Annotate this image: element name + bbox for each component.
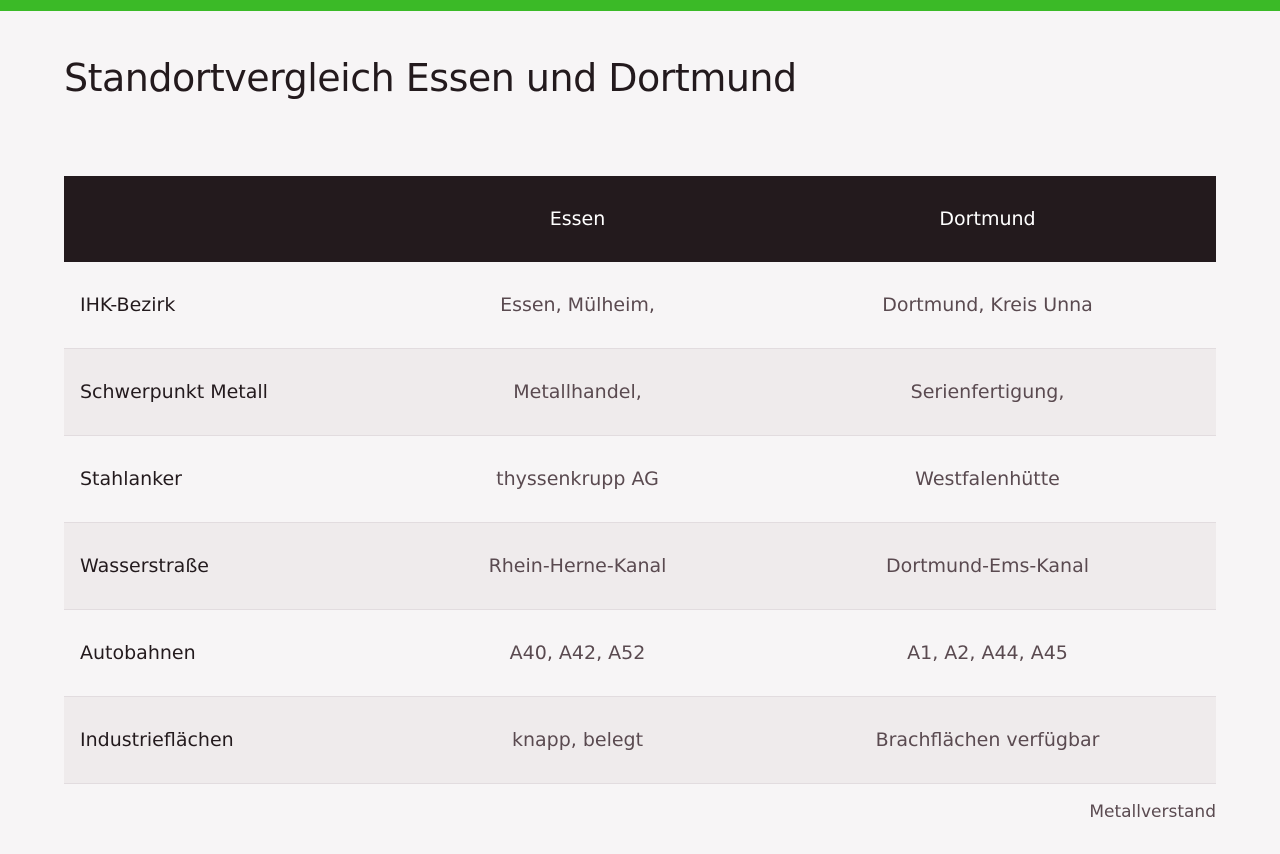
corner-cell (64, 176, 396, 262)
row-label: Schwerpunkt Metall (64, 348, 396, 436)
column-header: Essen (396, 176, 760, 262)
table-row: IHK-Bezirk Essen, Mülheim, Dortmund, Kreis… (64, 262, 1216, 349)
cell: Brachflächen verfügbar (759, 696, 1216, 784)
source: Metallverstand (1089, 802, 1216, 822)
table-row: Industrieflächen knapp, belegt Brachfläche… (64, 696, 1216, 784)
row-label: Autobahnen (64, 609, 396, 697)
table-row: Wasserstraße Rhein-Herne-Kanal Dortmund-Em… (64, 522, 1216, 610)
table-row: Autobahnen A40, A42, A52 A1, A2, A44, A45 (64, 609, 1216, 697)
cell: Serienfertigung, (759, 348, 1216, 436)
title: Standortvergleich Essen und Dortmund (64, 56, 797, 100)
column-header: Dortmund (759, 176, 1216, 262)
cell: thyssenkrupp AG (396, 435, 760, 523)
cell: Westfalenhütte (759, 435, 1216, 523)
comparison-table: Essen Dortmund IHK-Bezirk Essen, Mülheim, D… (64, 176, 1216, 784)
cell: A40, A42, A52 (396, 609, 760, 697)
table-row: Schwerpunkt Metall Metallhandel, Serienfer… (64, 348, 1216, 436)
cell: knapp, belegt (396, 696, 760, 784)
cell: Metallhandel, (396, 348, 760, 436)
row-label: Industrieflächen (64, 696, 396, 784)
row-label: IHK-Bezirk (64, 262, 396, 349)
cell: Dortmund, Kreis Unna (759, 262, 1216, 349)
cell: Essen, Mülheim, (396, 262, 760, 349)
table-row: Stahlanker thyssenkrupp AG Westfalenhütte (64, 435, 1216, 523)
row-label: Wasserstraße (64, 522, 396, 610)
cell: Dortmund-Ems-Kanal (759, 522, 1216, 610)
cell: A1, A2, A44, A45 (759, 609, 1216, 697)
row-label: Stahlanker (64, 435, 396, 523)
cell: Rhein-Herne-Kanal (396, 522, 760, 610)
header-row: Essen Dortmund (64, 176, 1216, 262)
top-bar (0, 0, 1280, 11)
